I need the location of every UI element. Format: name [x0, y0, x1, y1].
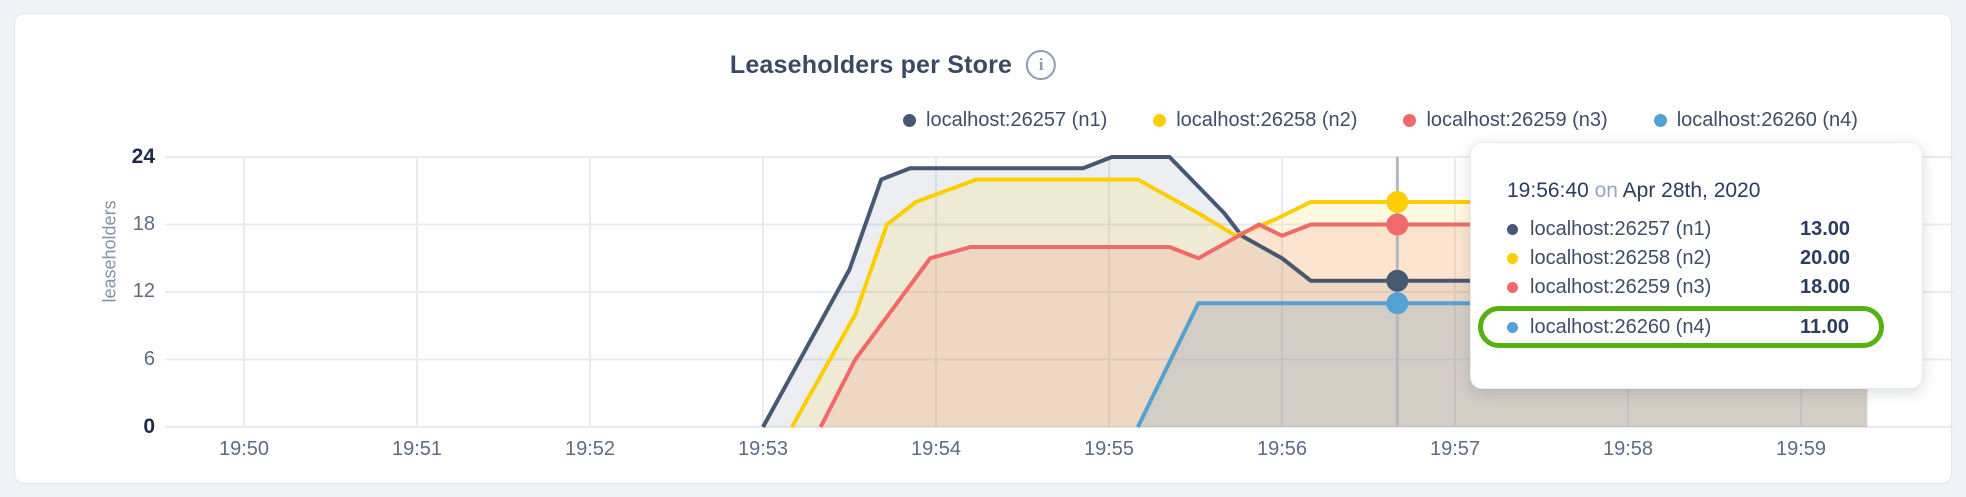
- x-tick-label: 19:53: [737, 438, 789, 460]
- tooltip-row-highlighted: localhost:26260 (n4) 11.00: [1478, 306, 1884, 348]
- series-line: [761, 155, 1868, 428]
- x-tick-label: 19:50: [218, 438, 270, 460]
- tooltip-series-label: localhost:26259 (n3): [1530, 276, 1712, 298]
- legend-dot-icon: [1653, 114, 1667, 127]
- y-tick-label: 6: [143, 347, 155, 370]
- hover-dot: [1386, 292, 1409, 315]
- y-tick-label: 0: [143, 415, 155, 438]
- x-tick-label: 19:58: [1602, 438, 1654, 460]
- tooltip-timestamp: 19:56:40 on Apr 28th, 2020: [1507, 179, 1922, 203]
- legend-label: localhost:26259 (n3): [1426, 109, 1608, 131]
- info-icon[interactable]: i: [1026, 50, 1057, 80]
- legend-label: localhost:26258 (n2): [1176, 109, 1358, 131]
- hover-tooltip: 19:56:40 on Apr 28th, 2020 localhost:262…: [1470, 142, 1923, 389]
- chart-header: Leaseholders per Store i: [729, 50, 1057, 80]
- legend-dot-icon: [1403, 114, 1417, 127]
- legend-label: localhost:26257 (n1): [926, 109, 1108, 131]
- y-tick-label: 18: [132, 212, 155, 235]
- tooltip-row: localhost:26258 (n2) 20.00: [1507, 244, 1922, 273]
- chart-title: Leaseholders per Store: [729, 50, 1013, 79]
- tooltip-series-value: 13.00: [1800, 218, 1851, 240]
- legend-dot-icon: [903, 114, 916, 127]
- y-tick-label: 24: [131, 145, 155, 168]
- series-line: [790, 177, 1868, 428]
- tooltip-time: 19:56:40: [1507, 179, 1589, 202]
- legend-label: localhost:26260 (n4): [1676, 109, 1858, 131]
- tooltip-dot-icon: [1507, 321, 1518, 333]
- tooltip-date: Apr 28th, 2020: [1622, 179, 1761, 202]
- x-tick-label: 19:55: [1083, 438, 1135, 460]
- hover-dot: [1386, 191, 1409, 213]
- tooltip-row: localhost:26259 (n3) 18.00: [1507, 273, 1922, 302]
- x-tick-label: 19:59: [1775, 438, 1827, 460]
- x-tick-label: 19:54: [910, 438, 962, 460]
- tooltip-dot-icon: [1507, 282, 1518, 293]
- tooltip-series-value: 20.00: [1800, 247, 1851, 269]
- tooltip-series-label: localhost:26260 (n4): [1530, 315, 1712, 338]
- legend-item: localhost:26259 (n3): [1403, 109, 1608, 132]
- legend-item: localhost:26257 (n1): [903, 109, 1107, 132]
- chart-card: Leaseholders per Store i localhost:26257…: [14, 13, 1955, 484]
- legend-dot-icon: [1153, 114, 1167, 127]
- hover-dot: [1386, 213, 1409, 236]
- series-line: [818, 222, 1868, 428]
- tooltip-on-word: on: [1594, 179, 1618, 202]
- tooltip-dot-icon: [1507, 224, 1518, 235]
- tooltip-row: localhost:26257 (n1) 13.00: [1507, 215, 1922, 244]
- tooltip-series-value: 18.00: [1800, 276, 1851, 298]
- x-tick-label: 19:51: [391, 438, 443, 460]
- tooltip-series-label: localhost:26258 (n2): [1530, 247, 1712, 269]
- x-tick-label: 19:57: [1429, 438, 1481, 460]
- tooltip-series-value: 11.00: [1800, 315, 1849, 338]
- tooltip-dot-icon: [1507, 253, 1518, 264]
- legend-item: localhost:26260 (n4): [1653, 109, 1858, 132]
- y-tick-label: 12: [132, 280, 155, 302]
- x-tick-label: 19:56: [1256, 438, 1308, 460]
- hover-dot: [1386, 269, 1409, 292]
- chart-legend: localhost:26257 (n1) localhost:26258 (n2)…: [903, 109, 1858, 132]
- legend-item: localhost:26258 (n2): [1153, 109, 1357, 132]
- tooltip-series-label: localhost:26257 (n1): [1530, 218, 1712, 240]
- tooltip-rows: localhost:26257 (n1) 13.00 localhost:26258…: [1478, 215, 1922, 348]
- x-tick-label: 19:52: [564, 438, 616, 460]
